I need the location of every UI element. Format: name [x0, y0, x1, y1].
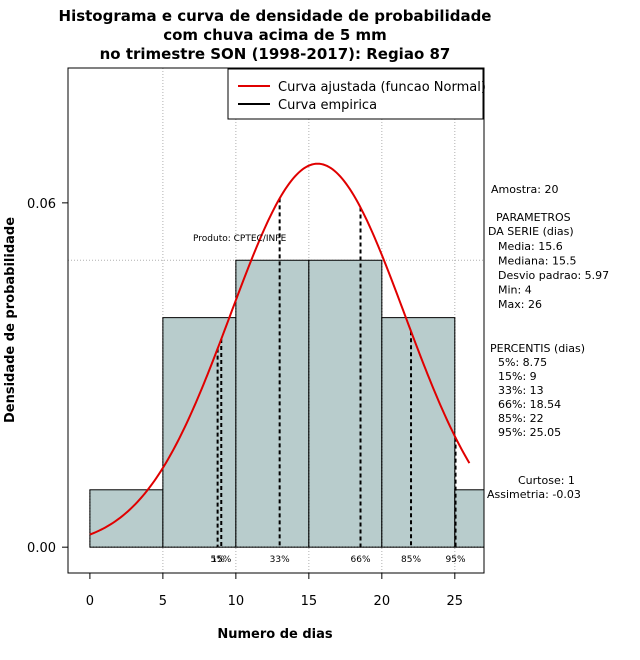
y-tick-label-1: 0.06: [27, 197, 56, 212]
histogram-bar-2: [235, 259, 310, 548]
plot-frame: [67, 67, 485, 574]
normal-curve-line: [89, 162, 471, 536]
legend-box: [227, 68, 484, 120]
parametro-0: Media: 15.6: [498, 240, 563, 253]
percentil-5: 95%: 25.05: [498, 426, 561, 439]
amostra-text: Amostra: 20: [491, 183, 558, 196]
legend-label-0: Curva ajustada (funcao Normal): [278, 80, 486, 95]
percentile-label-5: 95%: [446, 555, 466, 565]
histogram-bar-4: [381, 317, 456, 548]
produto-annotation: Produto: CPTEC/INPE: [193, 234, 287, 244]
percentis-title: PERCENTIS (dias): [490, 342, 585, 355]
x-tick-label-0: 0: [86, 594, 94, 609]
assimetria-text: Assimetria: -0.03: [487, 488, 581, 501]
percentile-label-4: 85%: [401, 555, 421, 565]
percentil-2: 33%: 13: [498, 384, 544, 397]
y-tick-label-0: 0.00: [27, 541, 56, 556]
x-tick-label-5: 25: [447, 594, 464, 609]
title-line-2: com chuva acima de 5 mm: [163, 26, 387, 44]
percentile-lines: 5%15% 33% 66% 85% 95%: [210, 198, 466, 565]
parametro-2: Desvio padrao: 5.97: [498, 269, 609, 282]
curtose-text: Curtose: 1: [518, 474, 575, 487]
histogram-bar-0: [89, 489, 164, 548]
title-line-3: no trimestre SON (1998-2017): Regiao 87: [100, 45, 451, 63]
x-tick-label-4: 20: [374, 594, 391, 609]
histogram-bar-1: [162, 317, 237, 548]
percentile-label-2: 33%: [270, 555, 290, 565]
x-tick-label-3: 15: [301, 594, 318, 609]
percentil-0: 5%: 8.75: [498, 356, 547, 369]
chart-title: Histograma e curva de densidade de proba…: [59, 7, 492, 63]
x-tick-label-1: 5: [159, 594, 167, 609]
histogram-bars: [89, 259, 485, 548]
parametro-4: Max: 26: [498, 298, 542, 311]
histogram-bar-5: [454, 489, 485, 548]
histogram-bar-3: [308, 259, 383, 548]
x-tick-label-2: 10: [228, 594, 245, 609]
percentil-4: 85%: 22: [498, 412, 544, 425]
parametro-3: Min: 4: [498, 284, 532, 297]
y-axis: 0.00 0.06: [27, 197, 68, 556]
parametros-subtitle: DA SERIE (dias): [488, 225, 574, 238]
y-axis-label: Densidade de probabilidade: [3, 217, 18, 423]
percentil-3: 66%: 18.54: [498, 398, 561, 411]
legend: Curva ajustada (funcao Normal) Curva empi…: [227, 68, 486, 120]
percentile-label-3: 66%: [351, 555, 371, 565]
legend-label-1: Curva empirica: [278, 98, 377, 113]
normal-curve: [89, 162, 471, 536]
title-line-1: Histograma e curva de densidade de proba…: [59, 7, 492, 25]
percentile-label-0: 5%: [210, 555, 225, 565]
parametro-1: Mediana: 15.5: [498, 255, 576, 268]
percentil-1: 15%: 9: [498, 370, 537, 383]
x-axis: 0 5 10 15 20 25: [86, 573, 463, 609]
percentile-label-1: 15%: [211, 555, 231, 565]
x-axis-label: Numero de dias: [217, 627, 333, 642]
parametros-title: PARAMETROS: [496, 211, 571, 224]
